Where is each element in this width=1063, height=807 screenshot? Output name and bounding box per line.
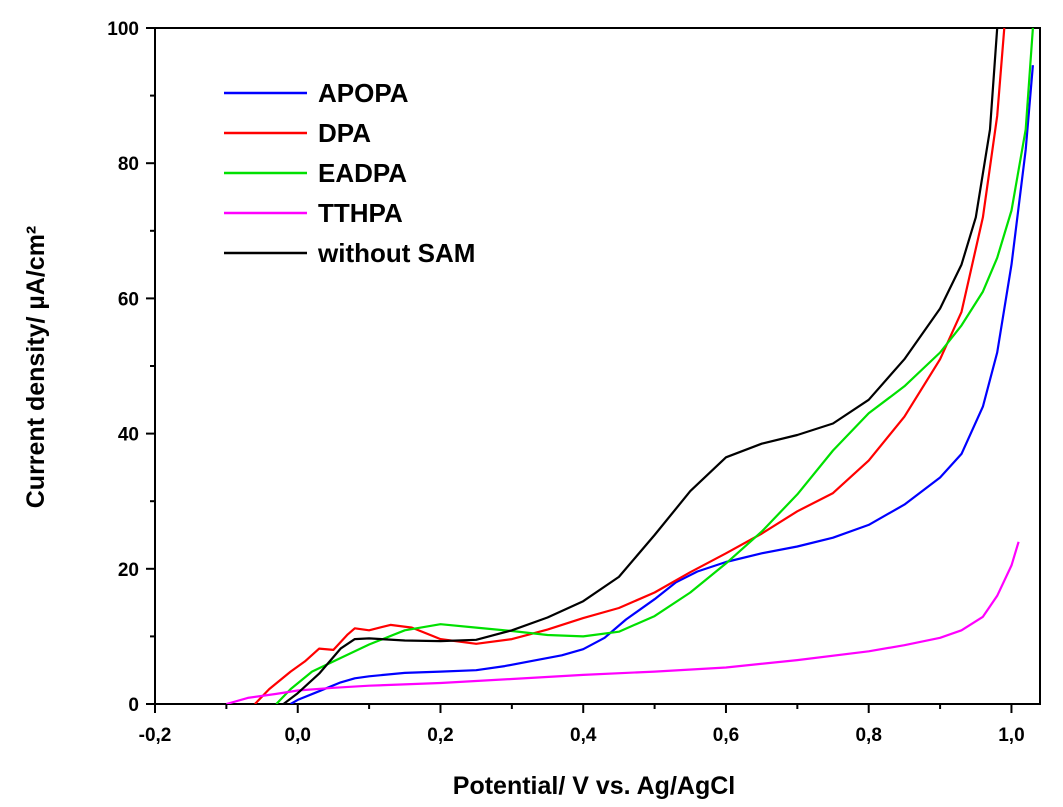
x-tick-label: 0,2	[427, 725, 453, 746]
y-tick-label: 100	[107, 19, 139, 40]
legend: APOPA DPA EADPA TTHPA without SAM	[224, 78, 475, 268]
plot-frame	[154, 27, 1041, 705]
y-tick-label: 80	[118, 154, 139, 175]
x-tick-label: 0,4	[570, 725, 597, 746]
y-tick-label: 60	[118, 289, 139, 310]
x-axis-label: Potential/ V vs. Ag/AgCl	[453, 772, 735, 800]
y-axis-label: Current density/ µA/cm²	[22, 226, 50, 509]
axes: 0 20 40 60 80 100 -0,2 0,0 0,2 0,4 0,6 0,8 1,0	[107, 19, 1041, 746]
x-tick-label: -0,2	[139, 725, 172, 746]
series-line-tthpa	[226, 541, 1020, 704]
y-tick-label: 20	[118, 560, 139, 581]
x-tick-label: 1,0	[998, 725, 1024, 746]
series-layer	[226, 27, 1034, 704]
x-tick-label: 0,6	[713, 725, 739, 746]
legend-label-apopa: APOPA	[318, 78, 409, 108]
series-line-without-sam	[282, 27, 999, 704]
legend-label-tthpa: TTHPA	[318, 198, 403, 228]
x-tick-label: 0,8	[855, 725, 881, 746]
legend-label-without-sam: without SAM	[317, 238, 475, 268]
series-group	[226, 27, 1034, 704]
x-tick-label: 0,0	[285, 725, 311, 746]
y-tick-label: 40	[118, 425, 139, 446]
series-line-dpa	[254, 27, 1006, 704]
legend-label-eadpa: EADPA	[318, 158, 407, 188]
series-line-apopa	[290, 65, 1034, 704]
legend-label-dpa: DPA	[318, 118, 371, 148]
series-line-eadpa	[275, 27, 1034, 704]
y-tick-label: 0	[128, 695, 139, 716]
